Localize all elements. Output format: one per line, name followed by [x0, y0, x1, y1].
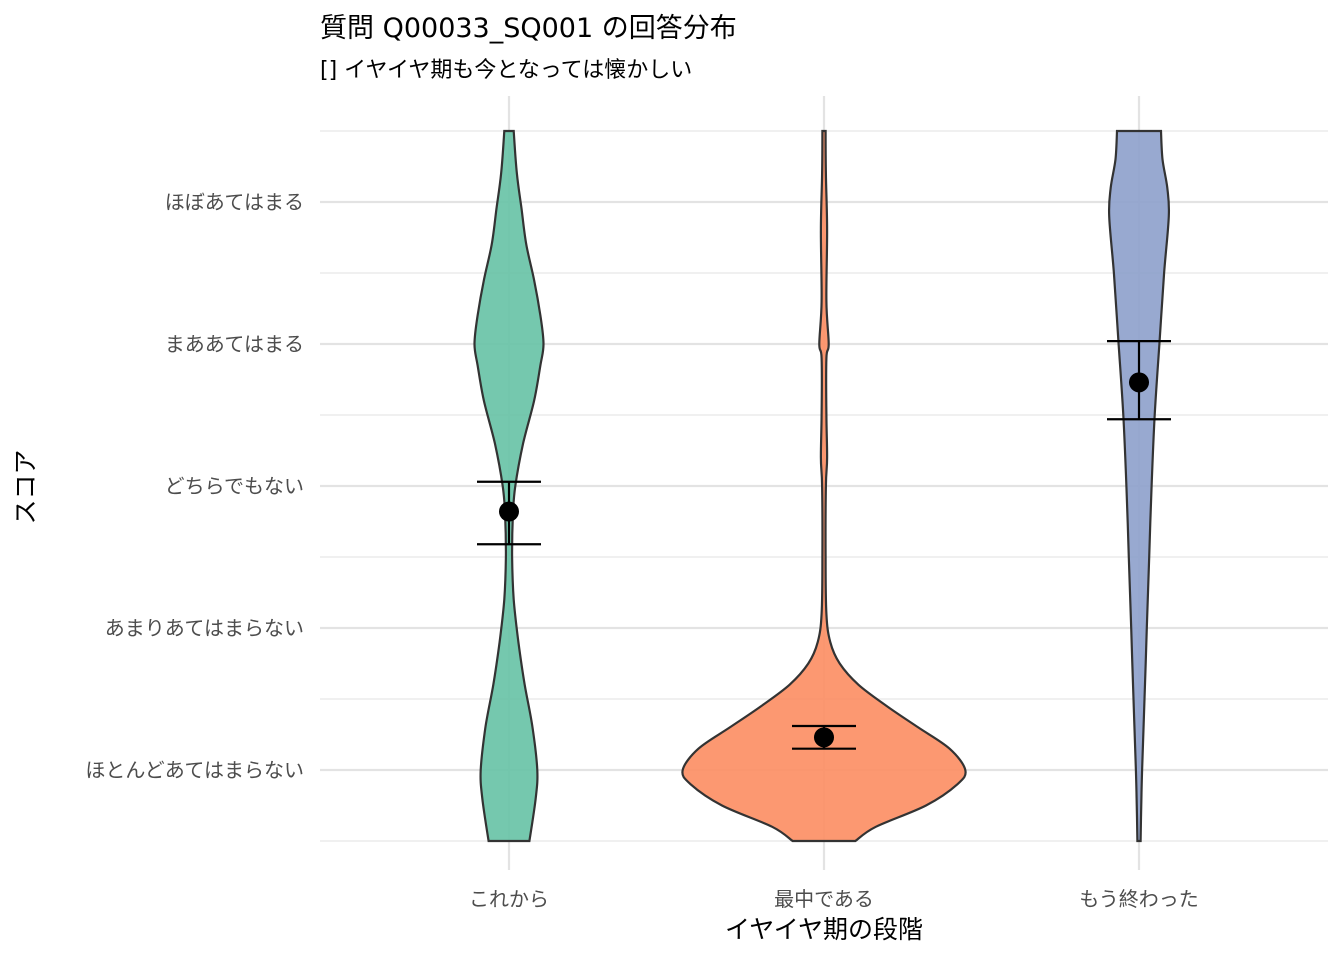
y-tick-label: どちらでもない — [165, 474, 304, 498]
y-tick-label: ほとんどあてはまらない — [85, 758, 304, 782]
x-tick-label: 最中である — [774, 887, 874, 911]
violin-3 — [1107, 129, 1171, 843]
y-tick-label: まああてはまる — [165, 332, 304, 356]
violin-2 — [681, 129, 967, 843]
y-tick-label: あまりあてはまらない — [105, 616, 304, 640]
x-tick-label: もう終わった — [1079, 887, 1198, 911]
mean-point — [499, 501, 519, 522]
error-bars — [477, 340, 1171, 750]
chart-title: 質問 Q00033_SQ001 の回答分布 — [320, 13, 737, 44]
y-tick-label: ほぼあてはまる — [165, 190, 304, 214]
chart-subtitle: [] イヤイヤ期も今となっては懐かしい — [320, 58, 693, 83]
y-axis-title: スコア — [11, 449, 40, 524]
mean-point — [814, 727, 834, 748]
x-tick-labels: これから 最中である もう終わった — [469, 887, 1199, 911]
mean-point — [1129, 372, 1149, 393]
y-tick-labels: ほとんどあてはまらない あまりあてはまらない どちらでもないまああてはまるほぼあては… — [85, 190, 304, 782]
x-axis-title: イヤイヤ期の段階 — [725, 915, 923, 944]
x-tick-label: これから — [469, 887, 549, 911]
